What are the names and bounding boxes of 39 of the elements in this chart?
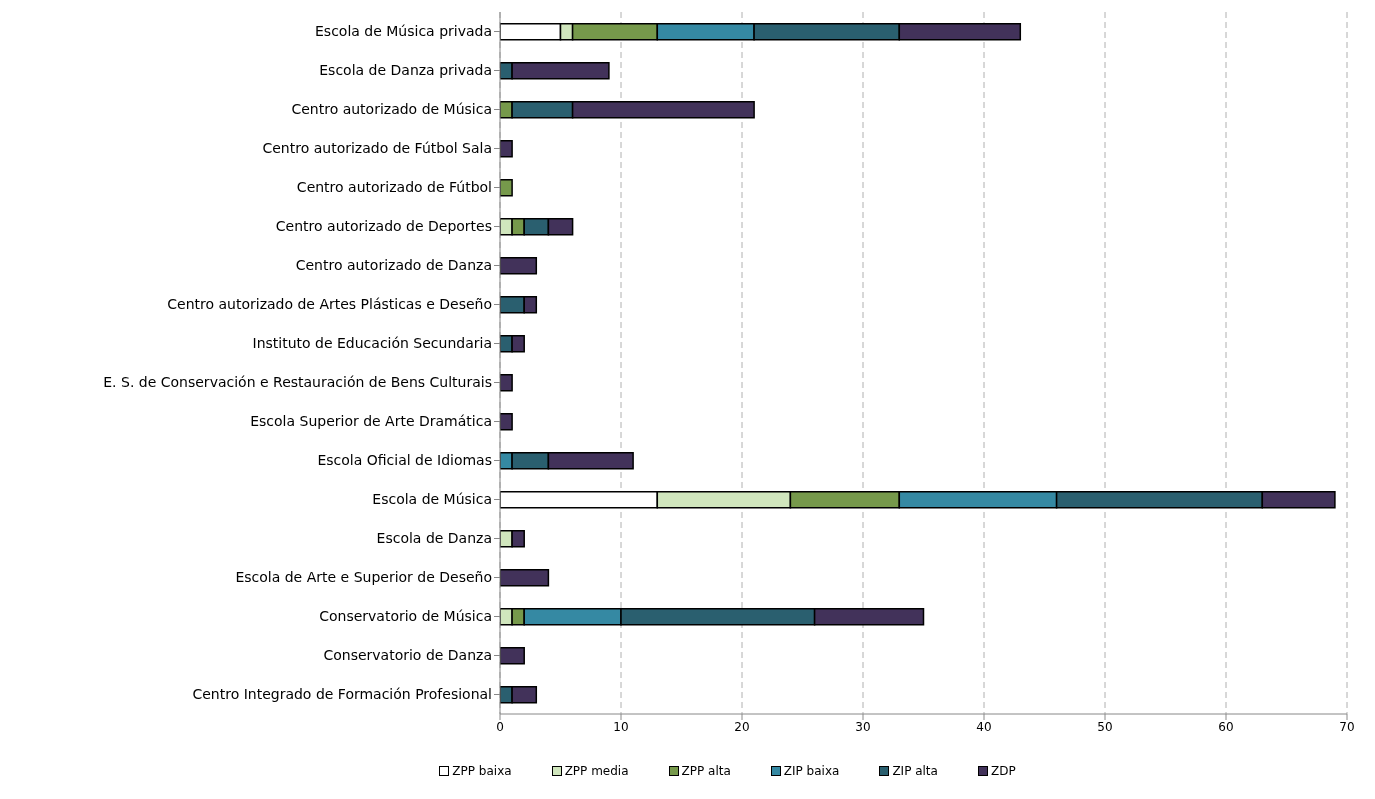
bar [500,139,513,158]
legend-label: ZPP alta [681,764,731,778]
x-tick-label: 20 [734,719,750,734]
y-tick-label: Centro autorizado de Danza [295,257,492,274]
x-tick-label: 50 [1097,719,1113,734]
x-tick-label: 10 [613,719,629,734]
x-tick-label: 30 [855,719,871,734]
y-tick-label: Instituto de Educación Secundaria [252,335,492,352]
y-tick-label: Centro autorizado de Fútbol [296,179,492,196]
legend-label: ZDP [990,764,1016,778]
bar [500,568,550,587]
x-tick-label: 70 [1339,719,1355,734]
y-tick-label: Escola de Música privada [315,23,492,40]
bar [500,646,525,665]
bar [500,373,513,392]
y-tick-label: E. S. de Conservación e Restauración de Bens Culturais [103,374,492,391]
y-tick-label: Conservatorio de Danza [323,647,492,664]
y-tick-label: Centro autorizado de Fútbol Sala [262,140,492,157]
y-tick-label: Conservatorio de Música [319,608,492,625]
x-tick-label: 0 [496,719,504,734]
bar [500,256,538,275]
y-tick-label: Centro autorizado de Artes Plásticas e Deseño [167,296,492,313]
y-tick-label: Centro Integrado de Formación Profesional [192,686,492,703]
legend-label: ZIP baixa [783,764,840,778]
bar [500,178,513,197]
y-tick-label: Escola Oficial de Idiomas [317,452,492,469]
legend-label: ZPP media [564,764,629,778]
y-tick-label: Centro autorizado de Música [291,101,492,118]
y-tick-label: Escola de Danza [376,530,492,547]
x-tick-label: 60 [1218,719,1234,734]
y-tick-label: Centro autorizado de Deportes [275,218,492,235]
y-tick-label: Escola de Música [372,491,492,508]
legend-label: ZPP baixa [452,764,512,778]
x-tick-label: 40 [976,719,992,734]
y-tick-label: Escola Superior de Arte Dramática [250,413,492,430]
y-tick-label: Escola de Arte e Superior de Deseño [235,569,492,586]
bar [500,412,513,431]
legend-label: ZIP alta [892,764,938,778]
y-tick-label: Escola de Danza privada [319,62,492,79]
